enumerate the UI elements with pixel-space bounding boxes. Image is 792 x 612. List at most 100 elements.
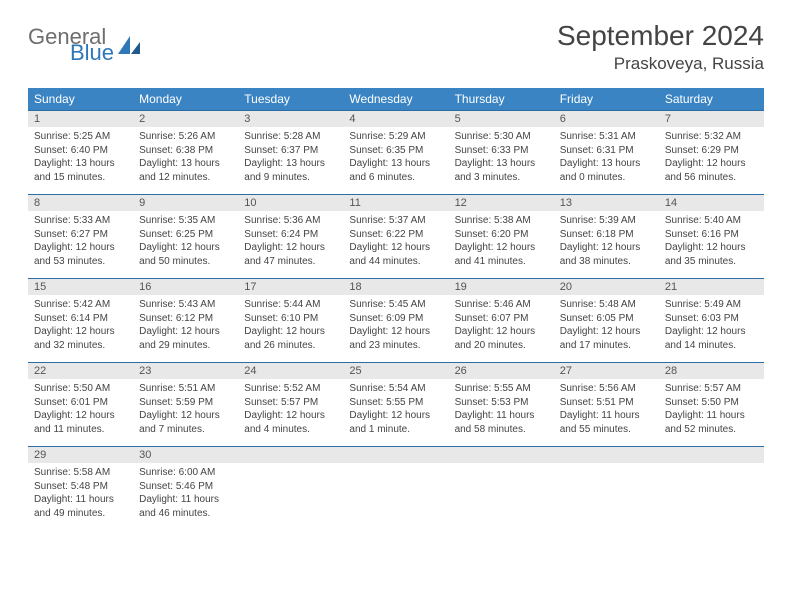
sunrise-line: Sunrise: 5:52 AM [244,382,337,396]
day-number-strip: 4 [343,110,448,127]
sunset-line: Sunset: 6:10 PM [244,312,337,326]
day-body: Sunrise: 5:33 AMSunset: 6:27 PMDaylight:… [28,211,133,278]
sunrise-line: Sunrise: 5:28 AM [244,130,337,144]
daylight-line: Daylight: 12 hours and 50 minutes. [139,241,232,268]
calendar-cell [238,446,343,530]
day-number-strip: 27 [554,362,659,379]
daylight-line: Daylight: 11 hours and 55 minutes. [560,409,653,436]
daylight-line: Daylight: 12 hours and 38 minutes. [560,241,653,268]
day-number-strip: 12 [449,194,554,211]
sunrise-line: Sunrise: 5:58 AM [34,466,127,480]
sunset-line: Sunset: 6:25 PM [139,228,232,242]
daylight-line: Daylight: 12 hours and 35 minutes. [665,241,758,268]
logo: General Blue [28,20,142,64]
calendar-cell: 4Sunrise: 5:29 AMSunset: 6:35 PMDaylight… [343,110,448,194]
sunrise-line: Sunrise: 5:51 AM [139,382,232,396]
sunset-line: Sunset: 6:33 PM [455,144,548,158]
sunset-line: Sunset: 6:16 PM [665,228,758,242]
day-number-strip [554,446,659,463]
month-title: September 2024 [557,20,764,52]
calendar-cell [659,446,764,530]
calendar-cell: 27Sunrise: 5:56 AMSunset: 5:51 PMDayligh… [554,362,659,446]
sunrise-line: Sunrise: 5:57 AM [665,382,758,396]
day-body: Sunrise: 5:52 AMSunset: 5:57 PMDaylight:… [238,379,343,446]
sunset-line: Sunset: 5:48 PM [34,480,127,494]
day-body: Sunrise: 5:38 AMSunset: 6:20 PMDaylight:… [449,211,554,278]
sunrise-line: Sunrise: 5:49 AM [665,298,758,312]
sunset-line: Sunset: 5:57 PM [244,396,337,410]
daylight-line: Daylight: 12 hours and 44 minutes. [349,241,442,268]
sunrise-line: Sunrise: 5:29 AM [349,130,442,144]
daylight-line: Daylight: 11 hours and 46 minutes. [139,493,232,520]
day-body: Sunrise: 5:43 AMSunset: 6:12 PMDaylight:… [133,295,238,362]
sunset-line: Sunset: 6:38 PM [139,144,232,158]
sunrise-line: Sunrise: 5:43 AM [139,298,232,312]
daylight-line: Daylight: 12 hours and 53 minutes. [34,241,127,268]
daylight-line: Daylight: 12 hours and 41 minutes. [455,241,548,268]
sunrise-line: Sunrise: 5:38 AM [455,214,548,228]
day-number-strip: 28 [659,362,764,379]
day-body: Sunrise: 5:32 AMSunset: 6:29 PMDaylight:… [659,127,764,194]
sunset-line: Sunset: 6:05 PM [560,312,653,326]
sunset-line: Sunset: 6:12 PM [139,312,232,326]
sunrise-line: Sunrise: 5:44 AM [244,298,337,312]
sunrise-line: Sunrise: 5:35 AM [139,214,232,228]
day-body: Sunrise: 5:50 AMSunset: 6:01 PMDaylight:… [28,379,133,446]
day-number-strip: 3 [238,110,343,127]
daylight-line: Daylight: 12 hours and 11 minutes. [34,409,127,436]
day-number-strip: 18 [343,278,448,295]
calendar-cell: 29 Sunrise: 5:58 AMSunset: 5:48 PMDayligh… [28,446,133,530]
day-body: Sunrise: 5:31 AMSunset: 6:31 PMDaylight:… [554,127,659,194]
daylight-line: Daylight: 13 hours and 0 minutes. [560,157,653,184]
day-body: Sunrise: 5:56 AMSunset: 5:51 PMDaylight:… [554,379,659,446]
day-number-strip: 2 [133,110,238,127]
sunset-line: Sunset: 6:03 PM [665,312,758,326]
calendar-cell: 13Sunrise: 5:39 AMSunset: 6:18 PMDayligh… [554,194,659,278]
sunrise-line: Sunrise: 5:40 AM [665,214,758,228]
calendar-week-row: 29Sunrise: 5:58 AMSunset: 5:48 PMDayligh… [28,446,764,530]
sunrise-line: Sunrise: 5:37 AM [349,214,442,228]
sunrise-line: Sunrise: 5:48 AM [560,298,653,312]
sunrise-line: Sunrise: 6:00 AM [139,466,232,480]
sunset-line: Sunset: 6:27 PM [34,228,127,242]
calendar-cell: 12Sunrise: 5:38 AMSunset: 6:20 PMDayligh… [449,194,554,278]
day-body: Sunrise: 6:00 AMSunset: 5:46 PMDaylight:… [133,463,238,530]
day-number-strip: 6 [554,110,659,127]
weekday-header: Tuesday [238,88,343,110]
calendar-cell: 16Sunrise: 5:43 AMSunset: 6:12 PMDayligh… [133,278,238,362]
sunrise-line: Sunrise: 5:30 AM [455,130,548,144]
day-body: Sunrise: 5:48 AMSunset: 6:05 PMDaylight:… [554,295,659,362]
day-number-strip: 9 [133,194,238,211]
calendar-cell: 19Sunrise: 5:46 AMSunset: 6:07 PMDayligh… [449,278,554,362]
day-body: Sunrise: 5:37 AMSunset: 6:22 PMDaylight:… [343,211,448,278]
day-body: Sunrise: 5:40 AMSunset: 6:16 PMDaylight:… [659,211,764,278]
day-number-strip: 13 [554,194,659,211]
calendar-cell: 21Sunrise: 5:49 AMSunset: 6:03 PMDayligh… [659,278,764,362]
day-body [659,463,764,525]
calendar-cell: 2Sunrise: 5:26 AMSunset: 6:38 PMDaylight… [133,110,238,194]
sunset-line: Sunset: 5:53 PM [455,396,548,410]
sunset-line: Sunset: 6:24 PM [244,228,337,242]
day-body: Sunrise: 5:30 AMSunset: 6:33 PMDaylight:… [449,127,554,194]
location-label: Praskoveya, Russia [557,54,764,74]
calendar-cell: 11Sunrise: 5:37 AMSunset: 6:22 PMDayligh… [343,194,448,278]
calendar-cell [449,446,554,530]
day-body: Sunrise: 5:51 AMSunset: 5:59 PMDaylight:… [133,379,238,446]
daylight-line: Daylight: 11 hours and 52 minutes. [665,409,758,436]
title-group: September 2024 Praskoveya, Russia [557,20,764,74]
day-number-strip: 10 [238,194,343,211]
day-number-strip: 29 [28,446,133,463]
day-number-strip: 24 [238,362,343,379]
calendar-cell: 5Sunrise: 5:30 AMSunset: 6:33 PMDaylight… [449,110,554,194]
day-body: Sunrise: 5:35 AMSunset: 6:25 PMDaylight:… [133,211,238,278]
sunset-line: Sunset: 6:31 PM [560,144,653,158]
calendar-cell: 30Sunrise: 6:00 AMSunset: 5:46 PMDayligh… [133,446,238,530]
calendar-week-row: 8Sunrise: 5:33 AMSunset: 6:27 PMDaylight… [28,194,764,278]
daylight-line: Daylight: 11 hours and 49 minutes. [34,493,127,520]
day-number-strip: 5 [449,110,554,127]
sunset-line: Sunset: 6:37 PM [244,144,337,158]
sunrise-line: Sunrise: 5:55 AM [455,382,548,396]
sunrise-line: Sunrise: 5:36 AM [244,214,337,228]
calendar-cell: 3Sunrise: 5:28 AMSunset: 6:37 PMDaylight… [238,110,343,194]
day-body: Sunrise: 5:36 AMSunset: 6:24 PMDaylight:… [238,211,343,278]
